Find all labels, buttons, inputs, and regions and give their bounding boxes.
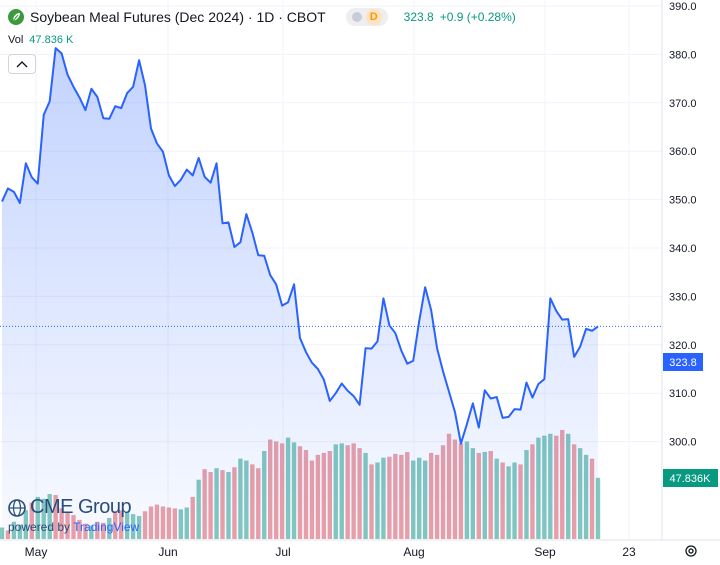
status-letter: D <box>365 9 382 25</box>
cme-group-watermark[interactable]: CME Group powered by TradingView <box>8 496 168 536</box>
cme-group-name: CME Group <box>30 496 132 518</box>
soybean-leaf-icon <box>8 9 24 25</box>
price-change: +0.9 (+0.28%) <box>439 10 516 24</box>
time-tick-label: Aug <box>403 545 424 559</box>
time-tick-label: 23 <box>622 545 636 559</box>
price-line <box>1 47 599 445</box>
status-dot-icon <box>351 12 362 22</box>
time-tick-label: May <box>25 545 48 559</box>
price-tick-label: 330.0 <box>669 291 697 303</box>
price-tick-label: 300.0 <box>669 437 697 449</box>
volume-legend: Vol 47.836 K <box>8 34 73 46</box>
time-axis[interactable]: May Jun Jul Aug Sep 23 <box>25 545 636 559</box>
price-tick-label: 390.0 <box>669 1 697 13</box>
price-axis[interactable]: 390.0 380.0 370.0 360.0 350.0 340.0 330.0 320.0… <box>669 1 697 449</box>
price-area <box>2 48 598 540</box>
time-tick-label: Jun <box>158 545 177 559</box>
price-tick-label: 340.0 <box>669 243 697 255</box>
price-tick-label: 370.0 <box>669 98 697 110</box>
volume-label: Vol <box>8 34 24 46</box>
last-price-label: 323.8 <box>663 353 703 371</box>
price-tick-label: 320.0 <box>669 340 697 352</box>
powered-by-text: powered by <box>8 520 71 534</box>
last-price-label-text: 323.8 <box>669 357 697 369</box>
symbol-title[interactable]: Soybean Meal Futures (Dec 2024) · 1D · C… <box>30 9 326 25</box>
last-volume-label-text: 47.836K <box>670 473 712 485</box>
cme-globe-icon <box>8 498 26 517</box>
legend-header: Soybean Meal Futures (Dec 2024) · 1D · C… <box>8 8 516 26</box>
last-price: 323.8 <box>403 10 434 24</box>
powered-by-line: powered by TradingView <box>8 520 168 534</box>
last-volume-label: 47.836K <box>663 469 718 487</box>
price-area-fill <box>2 48 598 540</box>
market-status-badge[interactable]: D <box>345 8 388 26</box>
volume-value: 47.836 K <box>29 34 74 46</box>
price-tick-label: 350.0 <box>669 195 697 207</box>
settings-icon[interactable] <box>685 545 697 557</box>
time-tick-label: Sep <box>534 545 556 559</box>
price-series-line <box>1 47 599 445</box>
price-tick-label: 360.0 <box>669 146 697 158</box>
time-tick-label: Jul <box>275 545 290 559</box>
chevron-up-icon <box>16 61 28 68</box>
price-tick-label: 380.0 <box>669 49 697 61</box>
collapse-legend-button[interactable] <box>8 54 36 74</box>
price-tick-label: 310.0 <box>669 388 697 400</box>
tradingview-name: TradingView <box>73 520 140 534</box>
